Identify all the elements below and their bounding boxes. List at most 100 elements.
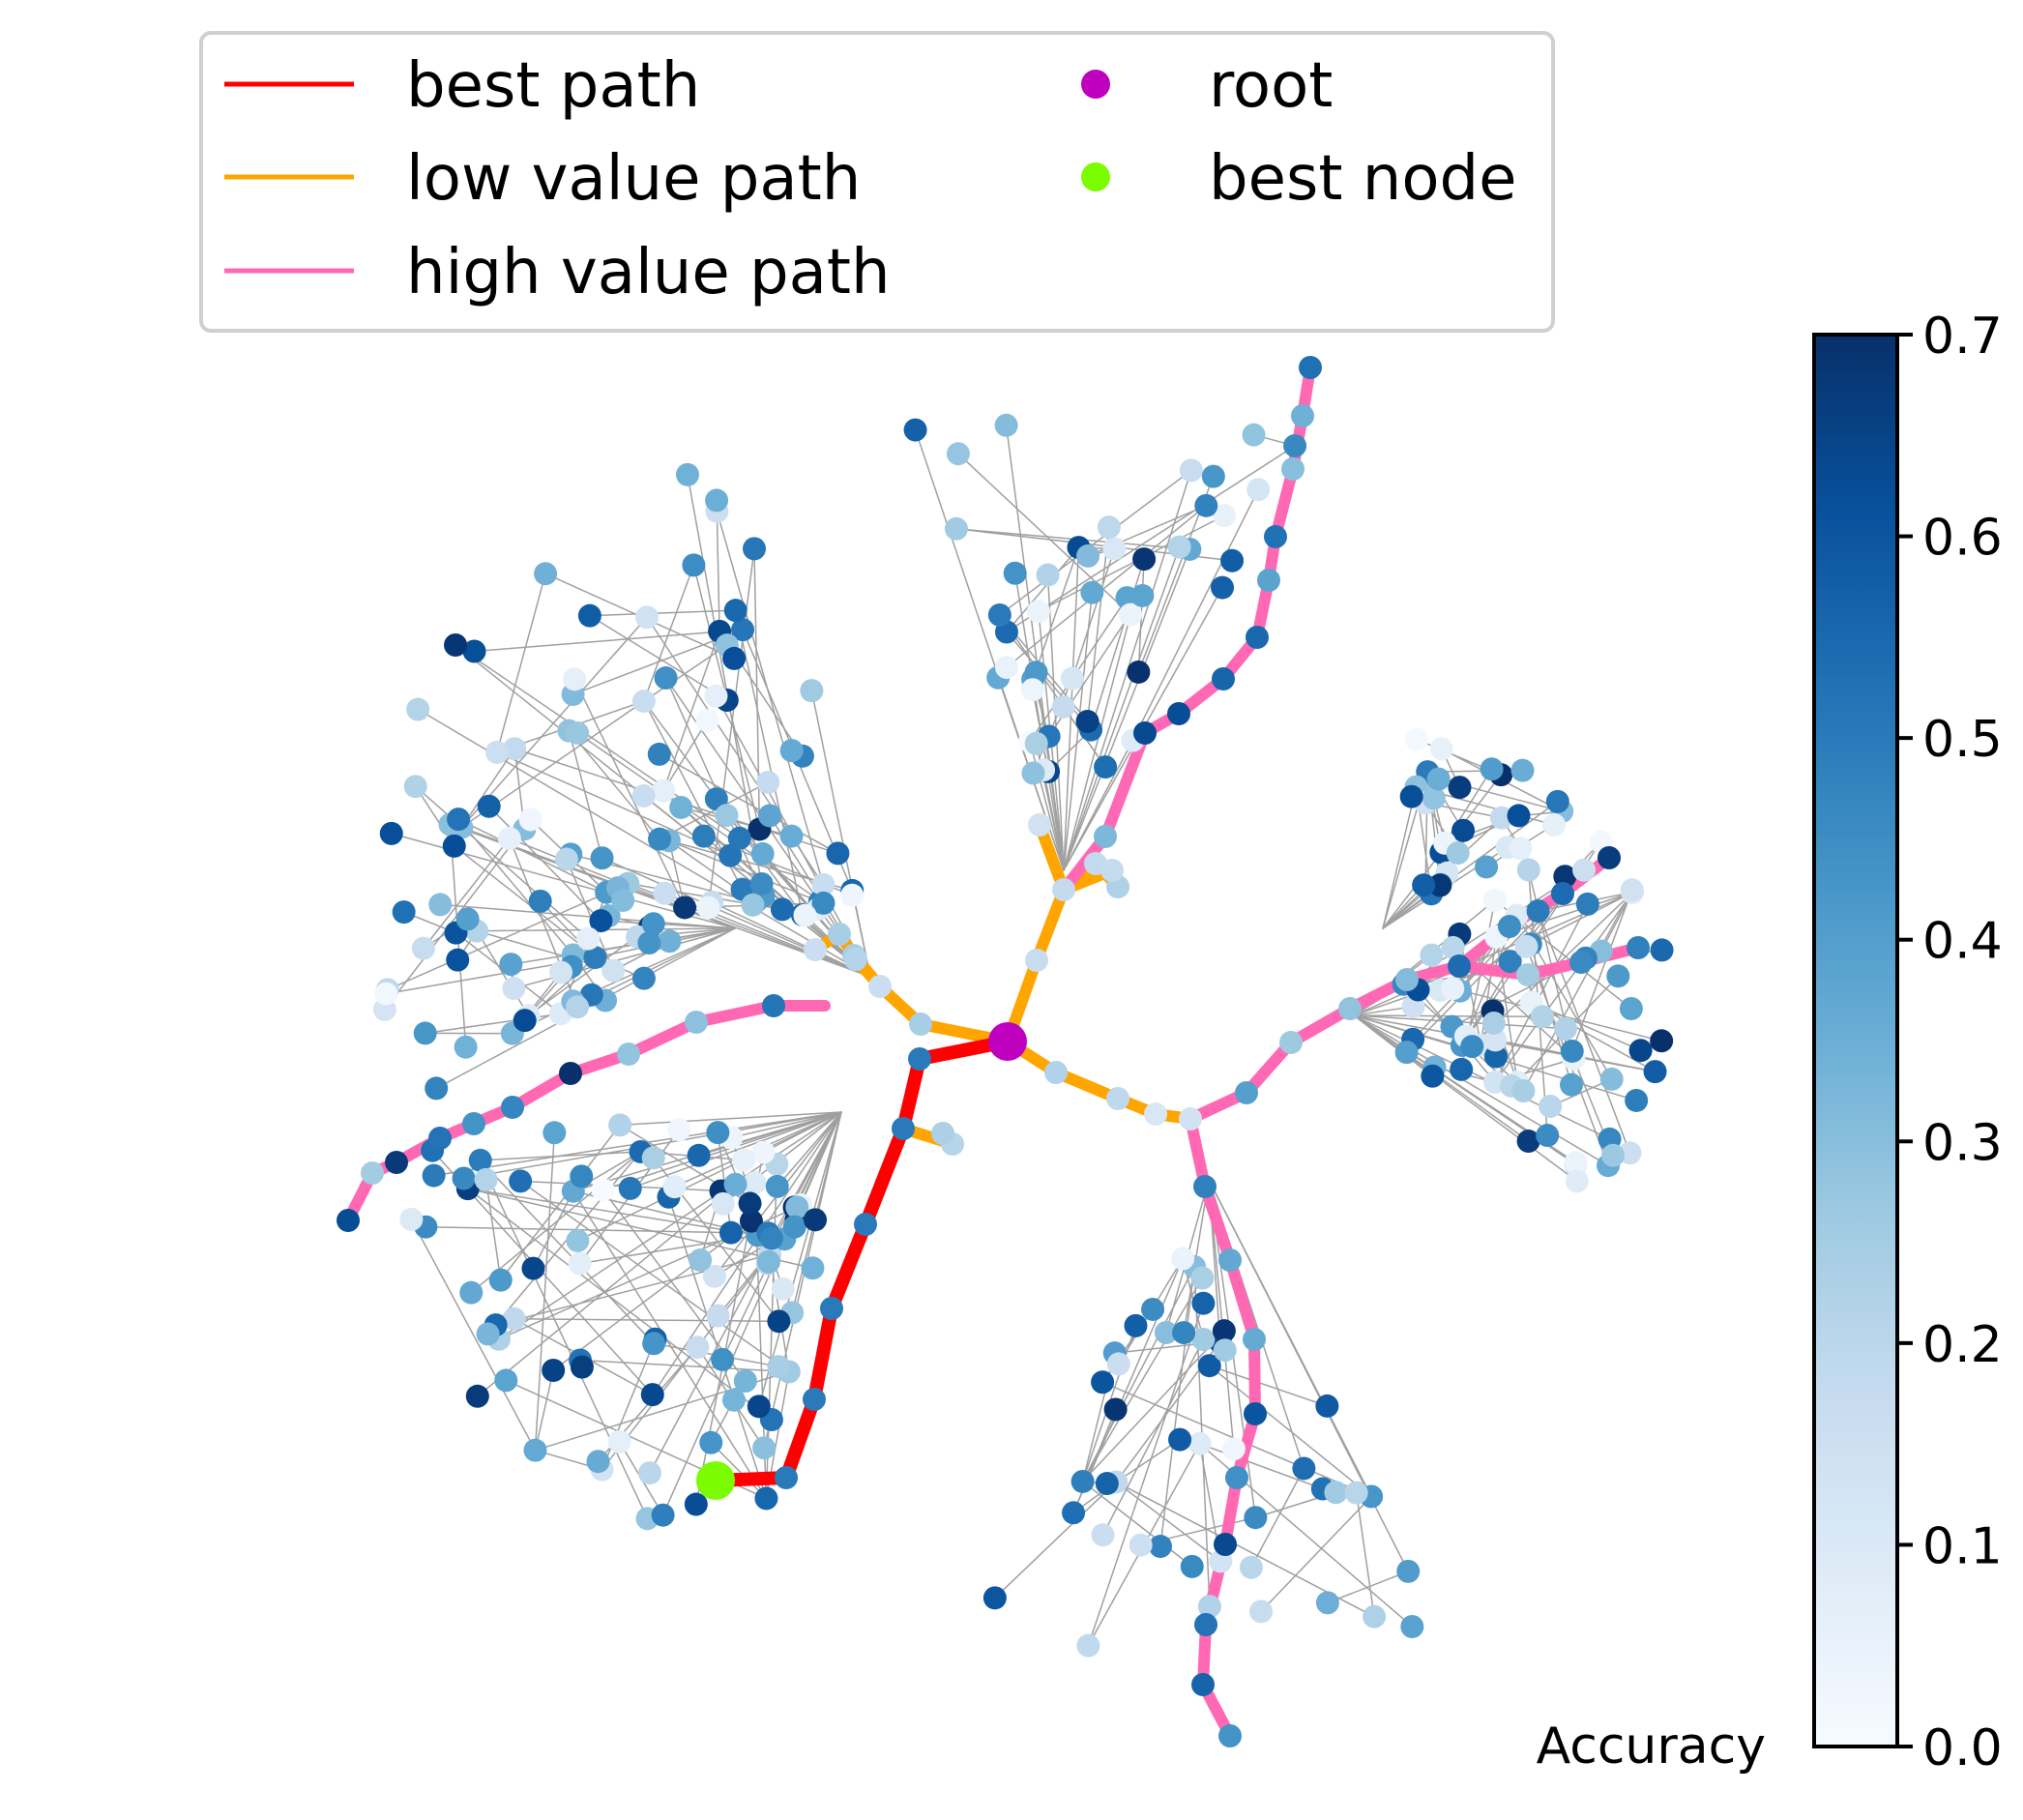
tree-node bbox=[617, 1042, 640, 1066]
legend-label-best-node: best node bbox=[1209, 143, 1517, 215]
tree-node bbox=[631, 690, 656, 714]
tree-node bbox=[1094, 755, 1118, 779]
tree-node bbox=[1516, 1130, 1540, 1154]
tree-node bbox=[454, 1035, 478, 1059]
tree-node bbox=[468, 1148, 492, 1172]
tree-node bbox=[361, 1161, 384, 1185]
legend-entry-high-value-path: high value path bbox=[224, 237, 891, 308]
tree-node bbox=[1197, 1354, 1221, 1378]
tree-node bbox=[1212, 504, 1236, 528]
tree-node bbox=[534, 562, 558, 586]
tree-node bbox=[1489, 806, 1513, 830]
tree-node bbox=[1344, 1481, 1368, 1505]
tree-node bbox=[1100, 859, 1124, 882]
tree-node bbox=[770, 897, 794, 922]
tree-node bbox=[782, 1215, 806, 1239]
tree-node bbox=[476, 1322, 500, 1346]
tree-node bbox=[1545, 789, 1569, 813]
tree-node bbox=[1243, 1328, 1266, 1351]
tree-edge bbox=[658, 753, 839, 855]
tree-edge bbox=[1494, 903, 1589, 1083]
tree-node bbox=[554, 847, 578, 871]
tree-node bbox=[576, 926, 601, 951]
tree-edge bbox=[519, 1180, 790, 1373]
tree-node bbox=[695, 709, 719, 733]
tree-node bbox=[1106, 1087, 1129, 1110]
tree-node bbox=[1264, 525, 1287, 548]
tree-edge bbox=[479, 1160, 655, 1345]
tree-edge bbox=[410, 1218, 537, 1452]
tree-node bbox=[502, 1306, 526, 1331]
tree-edge bbox=[1071, 547, 1116, 680]
tree-node bbox=[1569, 951, 1593, 974]
tree-edge bbox=[662, 719, 709, 792]
tree-node bbox=[1212, 1319, 1236, 1343]
tree-node bbox=[1400, 1614, 1424, 1638]
tree-node bbox=[442, 834, 466, 858]
tree-node bbox=[642, 1332, 666, 1356]
tree-edge bbox=[1063, 591, 1094, 871]
tree-edge bbox=[914, 428, 1065, 871]
tree-node bbox=[669, 795, 693, 819]
tree-edge bbox=[1006, 631, 1092, 731]
tree-node bbox=[523, 1438, 547, 1462]
tree-node bbox=[909, 1013, 932, 1036]
tree-node bbox=[944, 516, 968, 541]
tree-node bbox=[411, 936, 435, 960]
tree-edge bbox=[484, 1179, 502, 1281]
tree-edge bbox=[661, 1111, 842, 1516]
tree-edge bbox=[1081, 1330, 1225, 1482]
tree-node bbox=[1539, 1095, 1563, 1119]
tree-node bbox=[1246, 626, 1269, 649]
colorbar-tick-label: 0.5 bbox=[1922, 711, 2003, 769]
tree-edge bbox=[619, 1111, 842, 1127]
tree-node bbox=[754, 1486, 778, 1511]
tree-node bbox=[1246, 478, 1271, 502]
tree-node bbox=[1395, 968, 1419, 991]
tree-node bbox=[509, 1169, 533, 1193]
tree-node bbox=[542, 1121, 567, 1145]
tree-node bbox=[982, 1586, 1007, 1610]
tree-node bbox=[1299, 356, 1322, 379]
tree-node bbox=[765, 1174, 789, 1198]
colorbar-tick-label: 0.4 bbox=[1922, 913, 2003, 971]
tree-node bbox=[696, 895, 720, 920]
tree-node bbox=[422, 1163, 446, 1188]
tree-node bbox=[828, 923, 851, 946]
tree-node bbox=[1421, 1064, 1445, 1088]
colorbar-tick-label: 0.7 bbox=[1922, 308, 2003, 366]
tree-node bbox=[591, 1178, 615, 1202]
tree-node bbox=[1560, 1039, 1584, 1063]
tree-node bbox=[800, 679, 824, 703]
tree-node bbox=[494, 1368, 518, 1393]
tree-node bbox=[1509, 837, 1533, 861]
tree-node bbox=[994, 656, 1018, 680]
tree-node bbox=[1036, 563, 1060, 587]
tree-node bbox=[718, 1220, 743, 1245]
colorbar-tick-label: 0.3 bbox=[1922, 1114, 2003, 1172]
tree-node bbox=[477, 794, 501, 818]
tree-node bbox=[462, 1112, 485, 1135]
legend-entry-best-node: best node bbox=[1081, 143, 1517, 215]
tree-node bbox=[739, 1209, 763, 1233]
tree-node bbox=[647, 742, 671, 766]
tree-node bbox=[662, 1175, 687, 1199]
tree-node bbox=[1429, 737, 1453, 761]
tree-node bbox=[743, 1171, 767, 1195]
tree-node bbox=[854, 1213, 877, 1236]
tree-node bbox=[1167, 535, 1191, 559]
tree-node bbox=[566, 721, 590, 746]
tree-edge bbox=[643, 644, 728, 702]
tree-node bbox=[722, 646, 747, 670]
tree-node bbox=[583, 946, 607, 970]
tree-node bbox=[1627, 936, 1650, 959]
tree-edge bbox=[1198, 1443, 1324, 1490]
tree-node bbox=[1129, 1533, 1153, 1557]
tree-edge bbox=[1494, 892, 1633, 1083]
tree-node bbox=[1483, 1028, 1508, 1052]
tree-edge bbox=[762, 1111, 842, 1154]
tree-node bbox=[1106, 1352, 1130, 1376]
tree-edge bbox=[1006, 445, 1296, 633]
tree-node bbox=[1070, 1469, 1095, 1493]
tree-node bbox=[1542, 812, 1567, 837]
